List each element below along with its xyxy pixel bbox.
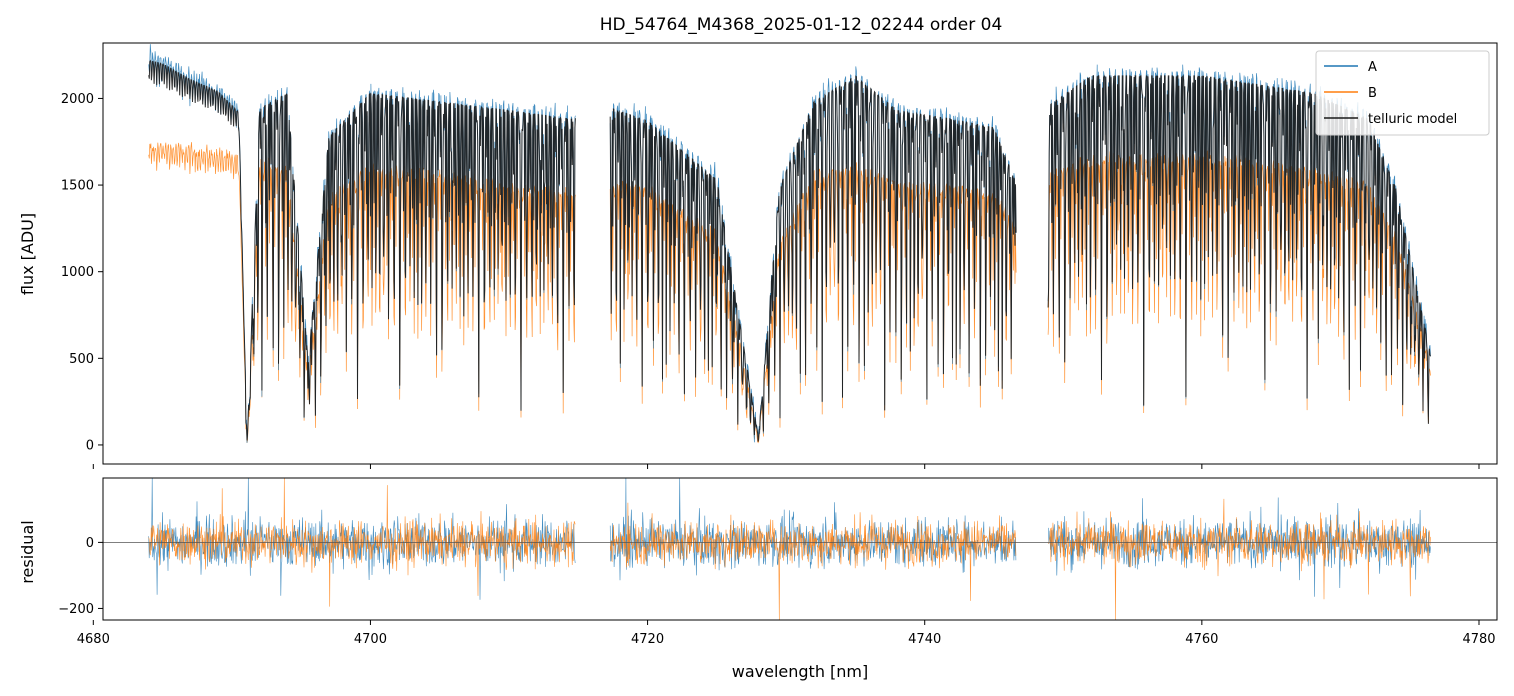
x-tick-label: 4720 (631, 632, 664, 647)
x-tick-label: 4780 (1462, 632, 1495, 647)
residual-panel: 4680 4700 4720 4740 4760 4780 −2000 residual … (18, 477, 1498, 681)
residual-y-ticks: −200 0 (58, 536, 103, 617)
chart-title: HD_54764_M4368_2025-01-12_02244 order 04 (600, 15, 1003, 35)
residual-plot-area (103, 478, 1497, 620)
legend-box (1315, 50, 1490, 136)
residual-y-axis-label: residual (18, 520, 37, 583)
flux-panel: 0 500 1000 1500 2000 flux [ADU] A B telluric… (18, 42, 1498, 469)
legend-label-model: telluric model (1368, 112, 1457, 127)
x-tick-label: 4740 (908, 632, 941, 647)
flux-y-tick-label: 1500 (61, 179, 94, 194)
legend-label-b: B (1368, 86, 1377, 101)
x-tick-label: 4680 (77, 632, 110, 647)
residual-x-ticks: 4680 4700 4720 4740 4760 4780 (77, 620, 1496, 647)
x-axis-label: wavelength [nm] (732, 662, 869, 681)
residual-panel-frame (102, 477, 1498, 621)
x-tick-label: 4760 (1185, 632, 1218, 647)
legend-label-a: A (1368, 60, 1377, 75)
flux-panel-frame (102, 42, 1498, 465)
flux-y-axis-label: flux [ADU] (18, 213, 37, 295)
x-tick-label: 4700 (354, 632, 387, 647)
flux-y-tick-label: 2000 (61, 92, 94, 107)
flux-y-tick-label: 500 (69, 352, 94, 367)
legend: A B telluric model (1315, 50, 1490, 136)
residual-y-tick-label: −200 (58, 602, 94, 617)
residual-y-tick-label: 0 (86, 536, 94, 551)
flux-y-ticks: 0 500 1000 1500 2000 (61, 92, 103, 453)
flux-y-tick-label: 0 (86, 438, 94, 453)
flux-x-ticks (92, 464, 1480, 469)
flux-y-tick-label: 1000 (61, 265, 94, 280)
